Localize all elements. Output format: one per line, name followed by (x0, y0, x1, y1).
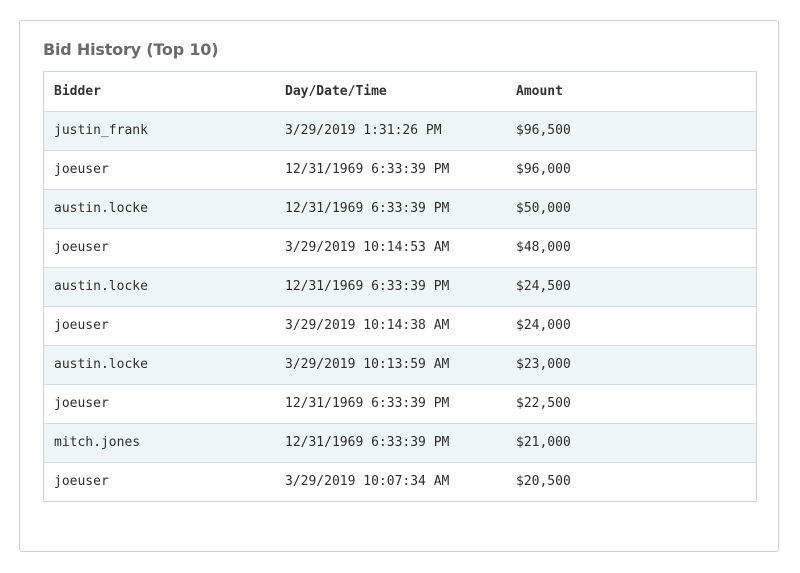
amount-cell: $96,500 (516, 123, 571, 138)
datetime-cell: 3/29/2019 10:14:53 AM (285, 240, 450, 255)
table-row: joeuser 3/29/2019 10:07:34 AM $20,500 (44, 462, 756, 501)
amount-cell: $24,000 (516, 318, 571, 333)
table-row: austin.locke 12/31/1969 6:33:39 PM $24,5… (44, 267, 756, 306)
panel-title: Bid History (Top 10) (43, 40, 219, 59)
datetime-cell: 3/29/2019 10:14:38 AM (285, 318, 450, 333)
bidder-cell: joeuser (54, 318, 109, 333)
table-row: joeuser 12/31/1969 6:33:39 PM $96,000 (44, 150, 756, 189)
bidder-cell: joeuser (54, 474, 109, 490)
amount-cell: $50,000 (516, 201, 571, 216)
table-row: justin_frank 3/29/2019 1:31:26 PM $96,50… (44, 111, 756, 150)
datetime-cell: 12/31/1969 6:33:39 PM (285, 162, 450, 177)
datetime-cell: 12/31/1969 6:33:39 PM (285, 435, 450, 450)
table-row: joeuser 12/31/1969 6:33:39 PM $22,500 (44, 384, 756, 423)
bidder-cell: austin.locke (54, 201, 148, 216)
table-row: austin.locke 3/29/2019 10:13:59 AM $23,0… (44, 345, 756, 384)
table-row: joeuser 3/29/2019 10:14:53 AM $48,000 (44, 228, 756, 267)
bid-history-panel: Bid History (Top 10) Bidder Day/Date/Tim… (19, 20, 779, 552)
column-header-bidder: Bidder (44, 72, 275, 111)
bidder-cell: austin.locke (54, 279, 148, 294)
table-row: austin.locke 12/31/1969 6:33:39 PM $50,0… (44, 189, 756, 228)
datetime-cell: 12/31/1969 6:33:39 PM (285, 201, 450, 216)
table-body: justin_frank 3/29/2019 1:31:26 PM $96,50… (44, 111, 756, 501)
amount-cell: $21,000 (516, 435, 571, 450)
table-row: joeuser 3/29/2019 10:14:38 AM $24,000 (44, 306, 756, 345)
bidder-cell: mitch.jones (54, 435, 141, 450)
datetime-cell: 12/31/1969 6:33:39 PM (285, 396, 450, 411)
amount-cell: $96,000 (516, 162, 571, 177)
datetime-cell: 3/29/2019 1:31:26 PM (285, 123, 442, 138)
bidder-cell: joeuser (54, 162, 109, 177)
table-header: Bidder Day/Date/Time Amount (44, 72, 756, 111)
column-header-datetime: Day/Date/Time (275, 72, 506, 111)
bidder-cell: joeuser (54, 396, 109, 411)
datetime-cell: 12/31/1969 6:33:39 PM (285, 279, 450, 294)
amount-cell: $22,500 (516, 396, 571, 411)
bidder-cell: joeuser (54, 240, 109, 255)
bidder-cell: justin_frank (54, 123, 148, 138)
amount-cell: $48,000 (516, 240, 571, 255)
bid-history-table: Bidder Day/Date/Time Amount justin_frank… (44, 72, 756, 501)
table-row: mitch.jones 12/31/1969 6:33:39 PM $21,00… (44, 423, 756, 462)
datetime-cell: 3/29/2019 10:07:34 AM (285, 474, 450, 490)
amount-cell: $20,500 (516, 474, 571, 490)
datetime-cell: 3/29/2019 10:13:59 AM (285, 357, 450, 372)
bid-history-table-container: Bidder Day/Date/Time Amount justin_frank… (43, 71, 757, 502)
header-row: Bidder Day/Date/Time Amount (44, 72, 756, 111)
bidder-cell: austin.locke (54, 357, 148, 372)
amount-cell: $24,500 (516, 279, 571, 294)
column-header-amount: Amount (506, 72, 756, 111)
amount-cell: $23,000 (516, 357, 571, 372)
